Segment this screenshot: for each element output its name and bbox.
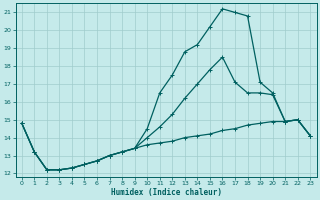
X-axis label: Humidex (Indice chaleur): Humidex (Indice chaleur) xyxy=(110,188,221,197)
